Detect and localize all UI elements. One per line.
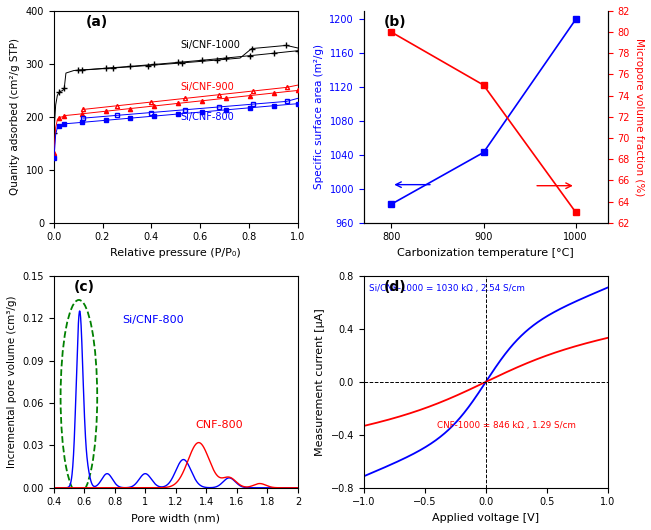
Text: (c): (c) <box>74 280 94 294</box>
Text: CNF-800: CNF-800 <box>195 420 243 430</box>
Text: Si/CNF-900: Si/CNF-900 <box>181 82 234 92</box>
Text: (a): (a) <box>85 15 107 29</box>
Text: Si/CNF-1000: Si/CNF-1000 <box>181 40 241 50</box>
Y-axis label: Quanity adsorbed (cm²/g STP): Quanity adsorbed (cm²/g STP) <box>10 38 20 196</box>
Y-axis label: Specific surface area (m²/g): Specific surface area (m²/g) <box>314 45 324 189</box>
Text: CNF-1000 = 846 kΩ , 1.29 S/cm: CNF-1000 = 846 kΩ , 1.29 S/cm <box>437 421 576 430</box>
Text: (b): (b) <box>383 15 406 29</box>
Y-axis label: Micropore volume fraction (%): Micropore volume fraction (%) <box>634 38 644 196</box>
Text: (d): (d) <box>383 280 406 294</box>
Y-axis label: Measurement current [μA]: Measurement current [μA] <box>315 308 325 456</box>
X-axis label: Relative pressure (P/P₀): Relative pressure (P/P₀) <box>111 248 241 258</box>
Text: Si/CNF-1000 = 1030 kΩ , 2.54 S/cm: Si/CNF-1000 = 1030 kΩ , 2.54 S/cm <box>368 284 525 293</box>
Y-axis label: Incremental pore volume (cm³/g): Incremental pore volume (cm³/g) <box>7 296 17 468</box>
X-axis label: Pore width (nm): Pore width (nm) <box>132 513 220 523</box>
Text: Si/CNF-800: Si/CNF-800 <box>181 111 234 121</box>
Text: Si/CNF-800: Si/CNF-800 <box>122 314 184 324</box>
X-axis label: Carbonization temperature [°C]: Carbonization temperature [°C] <box>398 248 574 258</box>
X-axis label: Applied voltage [V]: Applied voltage [V] <box>432 513 540 523</box>
